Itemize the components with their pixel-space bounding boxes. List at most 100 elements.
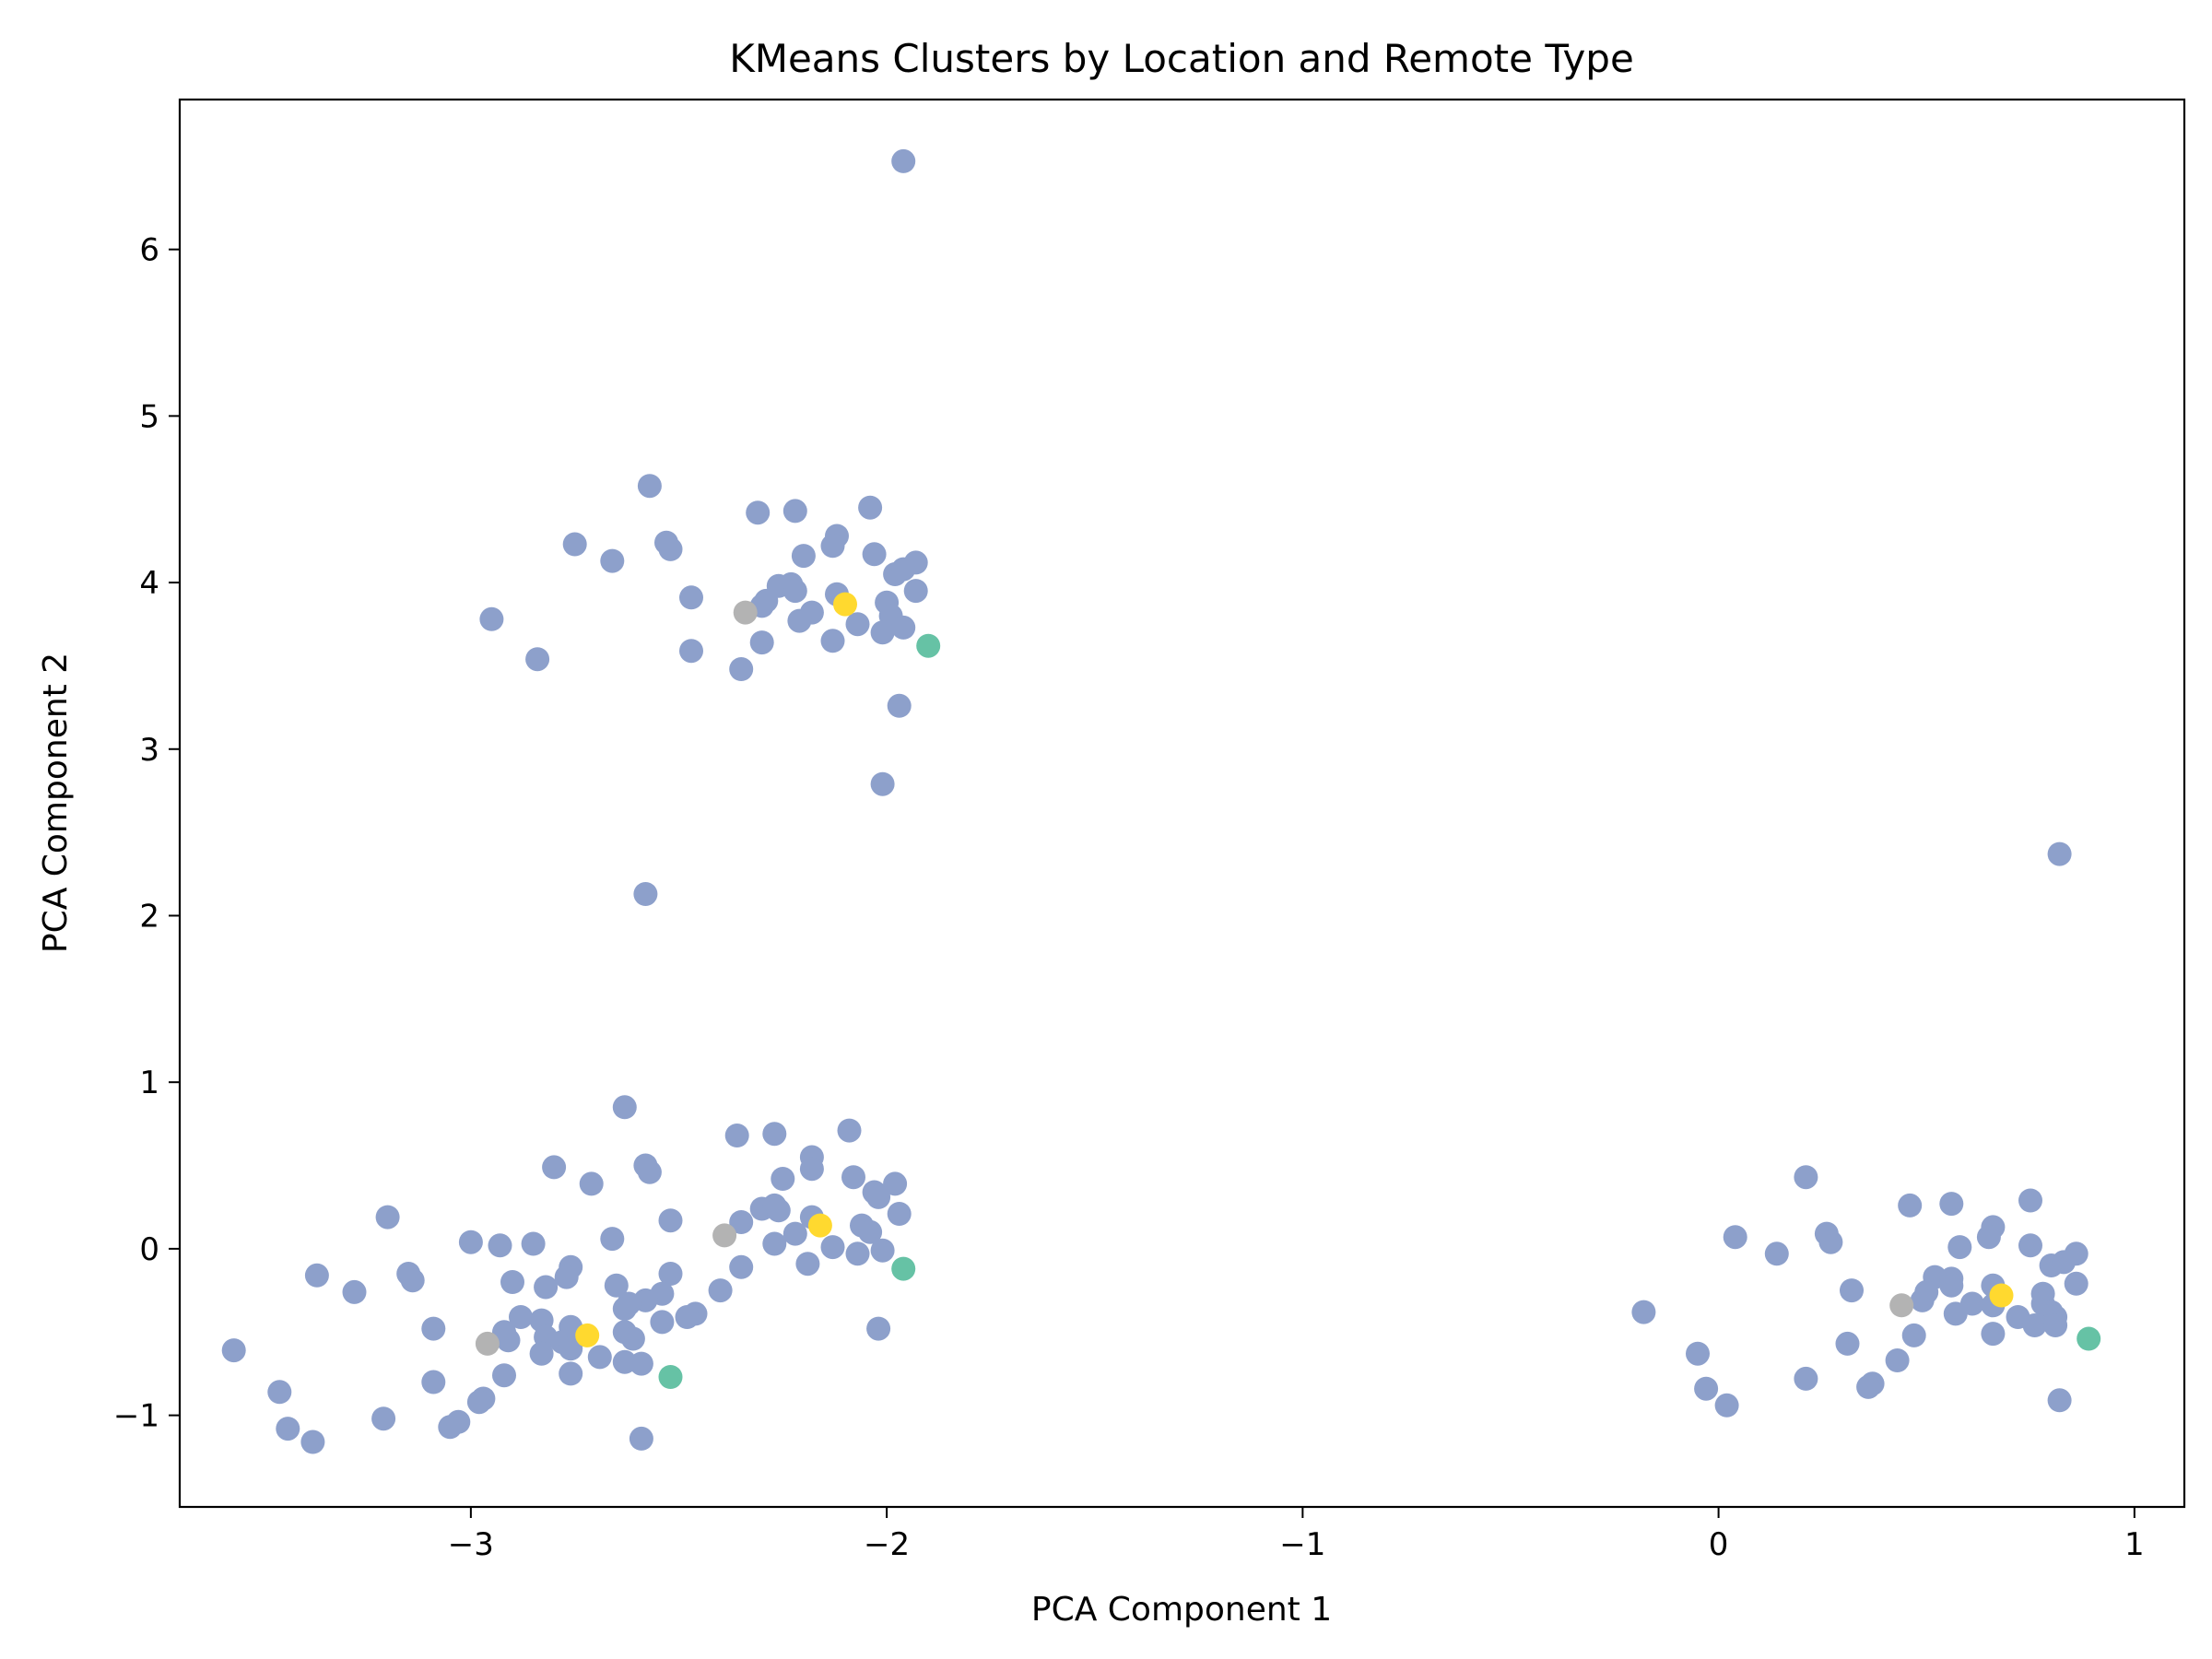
data-point-s0-8	[658, 536, 683, 561]
data-point-s0-64	[858, 1219, 883, 1244]
data-point-s0-37	[887, 693, 912, 718]
data-point-s0-33	[749, 630, 774, 655]
data-point-s0-19	[679, 585, 703, 610]
data-point-s0-66	[762, 1231, 787, 1256]
data-point-s0-158	[1981, 1322, 2006, 1347]
data-point-s0-10	[820, 534, 845, 559]
y-tick-label-4: 3	[139, 732, 159, 769]
data-point-s0-50	[771, 1167, 795, 1191]
data-point-s0-161	[1686, 1341, 1710, 1366]
data-point-s2-3	[1889, 1293, 1914, 1318]
data-point-s2-0	[733, 600, 758, 625]
data-point-s0-98	[866, 1316, 891, 1341]
data-point-s1-3	[1989, 1283, 2014, 1308]
data-point-s0-58	[887, 1202, 912, 1226]
data-point-s0-51	[579, 1171, 604, 1196]
y-tick-label-7: 6	[139, 232, 159, 269]
data-point-s0-36	[729, 657, 754, 681]
data-point-s0-85	[342, 1279, 367, 1304]
data-point-s0-34	[679, 639, 703, 664]
data-point-s0-67	[600, 1227, 625, 1252]
data-point-s0-122	[629, 1426, 653, 1451]
data-point-s0-163	[1794, 1366, 1818, 1391]
data-point-s0-106	[529, 1341, 554, 1366]
data-point-s3-2	[658, 1365, 683, 1389]
data-point-s0-61	[658, 1208, 683, 1233]
data-point-s0-41	[837, 1118, 862, 1143]
data-point-s0-168	[1714, 1393, 1739, 1418]
data-point-s0-6	[600, 548, 625, 573]
y-tick-label-2: 1	[139, 1065, 159, 1101]
data-point-s0-15	[891, 557, 916, 582]
data-point-s0-123	[2047, 841, 2072, 866]
data-point-s0-73	[870, 1238, 895, 1263]
data-point-s0-4	[858, 495, 883, 520]
data-point-s0-112	[559, 1361, 583, 1386]
data-point-s0-160	[1835, 1331, 1860, 1356]
data-point-s0-147	[1910, 1288, 1935, 1312]
x-tick-label-0: −3	[448, 1526, 494, 1563]
data-point-s0-157	[1631, 1300, 1656, 1324]
x-tick-label-2: −1	[1279, 1526, 1325, 1563]
data-point-s0-155	[2022, 1313, 2047, 1337]
data-point-s0-62	[729, 1210, 754, 1234]
data-point-s0-144	[1840, 1278, 1864, 1303]
data-point-s0-114	[267, 1380, 292, 1405]
data-point-s0-77	[304, 1263, 329, 1288]
data-point-s0-38	[870, 771, 895, 796]
data-point-s0-72	[845, 1241, 870, 1266]
data-point-s0-110	[221, 1338, 246, 1363]
data-point-s0-92	[675, 1305, 700, 1329]
data-point-s0-35	[525, 647, 550, 672]
data-point-s0-142	[1939, 1273, 1964, 1298]
data-point-s0-109	[629, 1351, 653, 1376]
data-point-s0-141	[2064, 1271, 2088, 1296]
data-point-s0-124	[1794, 1165, 1818, 1190]
data-point-s0-129	[1976, 1225, 2001, 1250]
data-point-s0-117	[371, 1406, 396, 1431]
data-points	[221, 148, 2101, 1454]
plot-frame	[178, 98, 2186, 1509]
data-point-s0-156	[2043, 1313, 2068, 1337]
data-point-s0-83	[534, 1275, 559, 1300]
data-point-s0-47	[637, 1159, 662, 1184]
data-point-s0-3	[782, 499, 807, 524]
data-point-s0-102	[496, 1328, 521, 1353]
data-point-s1-2	[575, 1323, 600, 1347]
data-point-s0-2	[746, 500, 771, 525]
data-point-s0-126	[1939, 1192, 1964, 1217]
data-point-s0-32	[820, 629, 845, 653]
data-point-s0-43	[724, 1124, 749, 1147]
data-point-s0-131	[1723, 1225, 1747, 1250]
chart-title: KMeans Clusters by Location and Remote T…	[729, 36, 1634, 81]
data-point-s0-26	[787, 608, 812, 633]
data-point-s0-105	[559, 1336, 583, 1361]
data-point-s2-2	[475, 1331, 500, 1356]
y-tick-label-3: 2	[139, 898, 159, 935]
data-point-s0-71	[820, 1235, 845, 1260]
x-tick-label-4: 1	[2124, 1526, 2145, 1563]
data-point-s0-70	[521, 1231, 546, 1256]
data-point-s0-23	[903, 579, 928, 604]
data-point-s0-12	[862, 542, 887, 567]
data-point-s0-107	[587, 1345, 612, 1370]
data-point-s0-153	[1943, 1301, 1968, 1326]
data-point-s0-65	[782, 1221, 807, 1246]
data-point-s0-59	[375, 1205, 400, 1230]
data-point-s0-48	[799, 1157, 824, 1182]
data-point-s1-0	[833, 592, 857, 617]
data-point-s0-79	[400, 1268, 425, 1293]
data-point-s3-1	[891, 1256, 916, 1281]
data-point-s0-94	[509, 1305, 533, 1329]
data-point-s0-135	[1764, 1241, 1789, 1266]
data-point-s0-127	[1898, 1193, 1923, 1218]
data-point-s0-74	[795, 1252, 820, 1277]
data-point-s0-27	[845, 612, 870, 637]
data-point-s0-45	[542, 1155, 567, 1180]
data-point-s0-113	[421, 1370, 446, 1394]
data-point-s1-1	[807, 1213, 832, 1238]
data-point-s0-80	[500, 1270, 524, 1294]
data-point-s0-121	[300, 1430, 325, 1454]
